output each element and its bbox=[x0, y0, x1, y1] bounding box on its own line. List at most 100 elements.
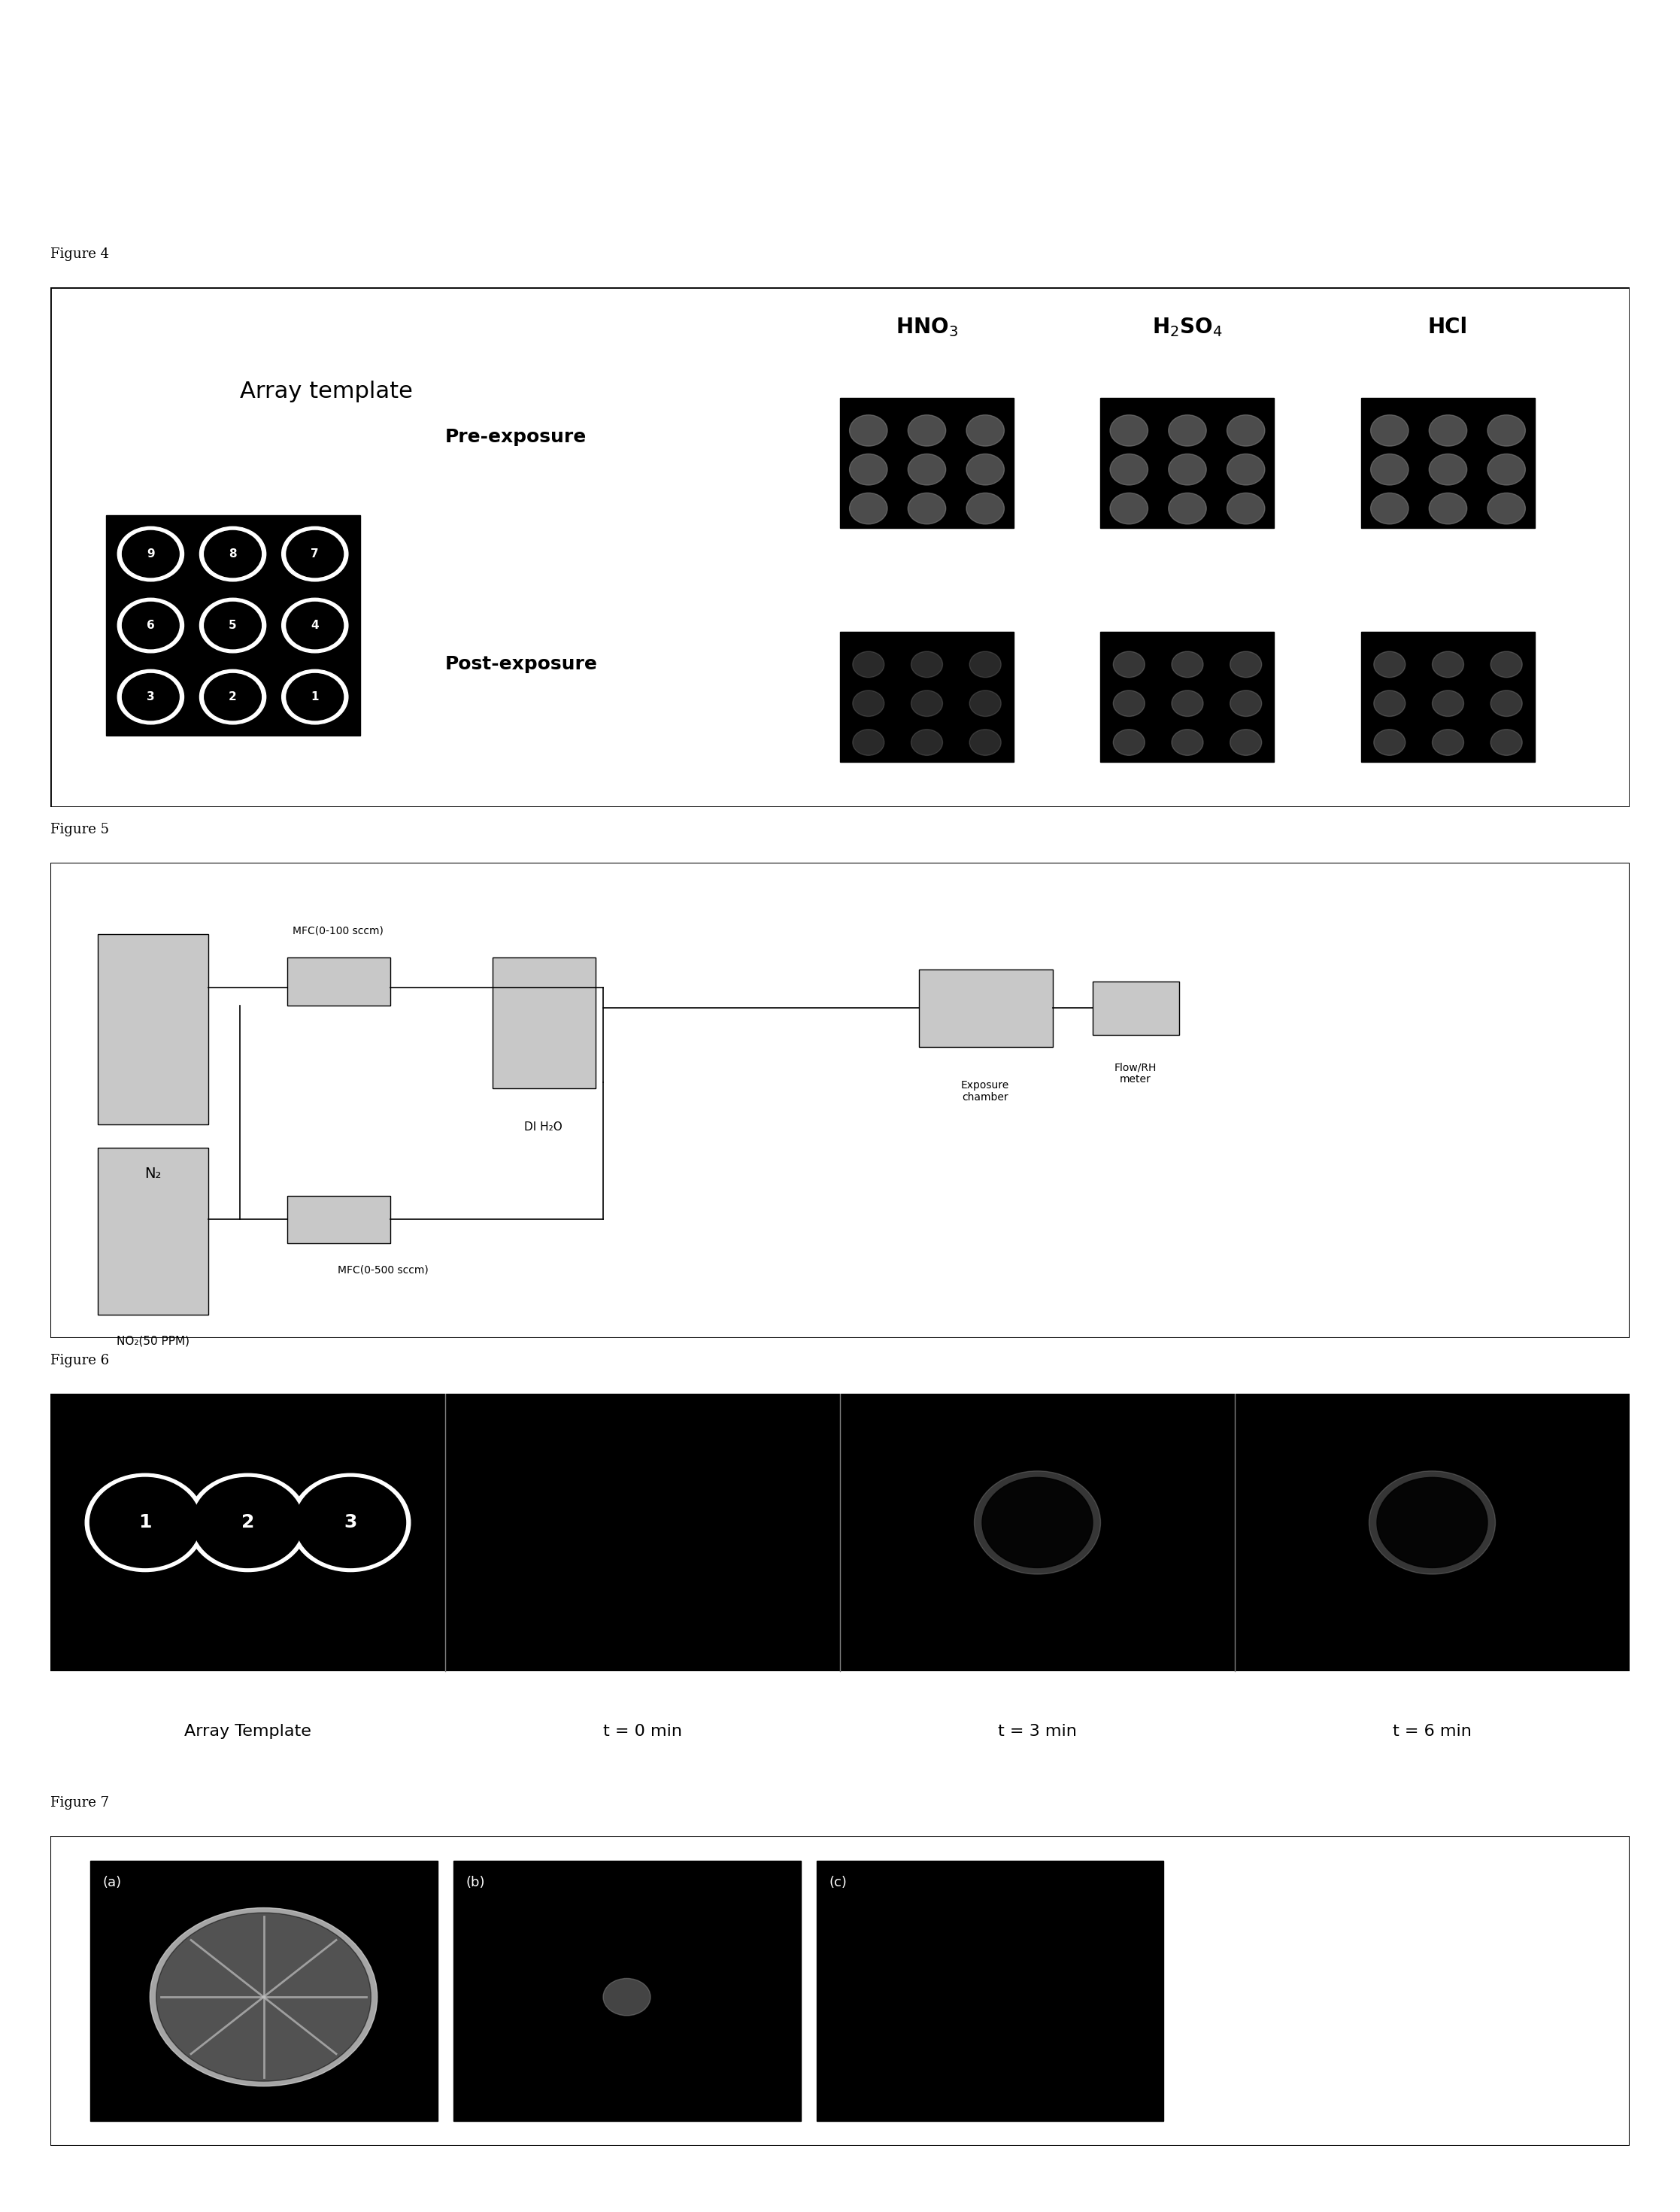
Circle shape bbox=[193, 1478, 302, 1568]
Circle shape bbox=[1430, 453, 1467, 484]
Circle shape bbox=[188, 1473, 307, 1571]
Circle shape bbox=[282, 670, 348, 723]
Circle shape bbox=[1226, 453, 1265, 484]
Circle shape bbox=[853, 690, 884, 717]
Circle shape bbox=[1114, 690, 1144, 717]
Circle shape bbox=[86, 1473, 205, 1571]
Text: (a): (a) bbox=[102, 1876, 121, 1889]
Circle shape bbox=[1431, 650, 1463, 677]
Circle shape bbox=[1171, 650, 1203, 677]
Bar bbox=[816, 1860, 1164, 2121]
Text: Exposure
chamber: Exposure chamber bbox=[961, 1079, 1010, 1104]
Circle shape bbox=[1374, 690, 1406, 717]
Circle shape bbox=[969, 650, 1001, 677]
Circle shape bbox=[966, 416, 1005, 447]
Circle shape bbox=[1487, 416, 1525, 447]
Circle shape bbox=[118, 670, 183, 723]
Circle shape bbox=[1169, 493, 1206, 524]
Text: DI H₂O: DI H₂O bbox=[524, 1121, 563, 1133]
Circle shape bbox=[282, 526, 348, 582]
Text: 2: 2 bbox=[242, 1513, 254, 1531]
Circle shape bbox=[850, 453, 887, 484]
Circle shape bbox=[1169, 416, 1206, 447]
Text: Figure 5: Figure 5 bbox=[50, 823, 109, 836]
Bar bbox=[840, 633, 1013, 761]
Circle shape bbox=[1371, 453, 1408, 484]
FancyBboxPatch shape bbox=[97, 933, 208, 1124]
Text: Flow/RH
meter: Flow/RH meter bbox=[1114, 1062, 1156, 1084]
Circle shape bbox=[853, 730, 884, 757]
Text: 4: 4 bbox=[311, 619, 319, 630]
Text: HCl: HCl bbox=[1428, 316, 1468, 338]
Circle shape bbox=[1490, 730, 1522, 757]
Circle shape bbox=[1230, 690, 1262, 717]
Circle shape bbox=[969, 730, 1001, 757]
Bar bbox=[50, 1670, 1630, 1781]
Circle shape bbox=[1110, 493, 1147, 524]
Circle shape bbox=[1110, 453, 1147, 484]
Text: t = 6 min: t = 6 min bbox=[1393, 1723, 1472, 1739]
Text: 6: 6 bbox=[146, 619, 155, 630]
Bar bbox=[1100, 398, 1275, 529]
Circle shape bbox=[983, 1478, 1092, 1568]
Circle shape bbox=[1431, 690, 1463, 717]
Text: N₂: N₂ bbox=[144, 1166, 161, 1181]
Bar bbox=[1100, 633, 1275, 761]
Text: 5: 5 bbox=[228, 619, 237, 630]
FancyBboxPatch shape bbox=[1092, 982, 1179, 1035]
Circle shape bbox=[1378, 1478, 1487, 1568]
Circle shape bbox=[1490, 650, 1522, 677]
Text: 3: 3 bbox=[344, 1513, 356, 1531]
Circle shape bbox=[150, 1907, 378, 2086]
Circle shape bbox=[1374, 730, 1406, 757]
Bar bbox=[106, 515, 360, 737]
Circle shape bbox=[1431, 730, 1463, 757]
Circle shape bbox=[1114, 730, 1144, 757]
Circle shape bbox=[287, 672, 343, 721]
Circle shape bbox=[200, 670, 265, 723]
Circle shape bbox=[118, 526, 183, 582]
Circle shape bbox=[911, 690, 942, 717]
Circle shape bbox=[296, 1478, 407, 1568]
Circle shape bbox=[1371, 416, 1408, 447]
Text: H$_2$SO$_4$: H$_2$SO$_4$ bbox=[1152, 316, 1223, 338]
Circle shape bbox=[287, 602, 343, 648]
Text: t = 0 min: t = 0 min bbox=[603, 1723, 682, 1739]
Circle shape bbox=[205, 672, 260, 721]
Circle shape bbox=[1114, 650, 1144, 677]
Text: Pre-exposure: Pre-exposure bbox=[445, 427, 586, 447]
Text: Figure 7: Figure 7 bbox=[50, 1796, 109, 1809]
Text: (c): (c) bbox=[828, 1876, 847, 1889]
Text: t = 3 min: t = 3 min bbox=[998, 1723, 1077, 1739]
Circle shape bbox=[853, 650, 884, 677]
Circle shape bbox=[1169, 453, 1206, 484]
Circle shape bbox=[911, 730, 942, 757]
FancyBboxPatch shape bbox=[287, 1194, 390, 1243]
Text: 1: 1 bbox=[311, 692, 319, 703]
Text: MFC(0-500 sccm): MFC(0-500 sccm) bbox=[338, 1265, 428, 1274]
Circle shape bbox=[911, 650, 942, 677]
Circle shape bbox=[282, 597, 348, 653]
Circle shape bbox=[200, 526, 265, 582]
Circle shape bbox=[966, 453, 1005, 484]
Text: 7: 7 bbox=[311, 549, 319, 560]
Bar bbox=[91, 1860, 437, 2121]
Text: 9: 9 bbox=[146, 549, 155, 560]
Text: 3: 3 bbox=[146, 692, 155, 703]
Text: (b): (b) bbox=[465, 1876, 486, 1889]
Circle shape bbox=[1487, 493, 1525, 524]
Circle shape bbox=[1110, 416, 1147, 447]
Text: NO₂(50 PPM): NO₂(50 PPM) bbox=[116, 1336, 190, 1347]
Circle shape bbox=[966, 493, 1005, 524]
Circle shape bbox=[200, 597, 265, 653]
FancyBboxPatch shape bbox=[492, 958, 595, 1088]
Circle shape bbox=[287, 531, 343, 577]
Circle shape bbox=[1371, 493, 1408, 524]
FancyBboxPatch shape bbox=[287, 958, 390, 1004]
Text: Figure 6: Figure 6 bbox=[50, 1354, 109, 1367]
Circle shape bbox=[118, 597, 183, 653]
Circle shape bbox=[123, 672, 180, 721]
Circle shape bbox=[1226, 493, 1265, 524]
Circle shape bbox=[969, 690, 1001, 717]
Text: Figure 4: Figure 4 bbox=[50, 248, 109, 261]
